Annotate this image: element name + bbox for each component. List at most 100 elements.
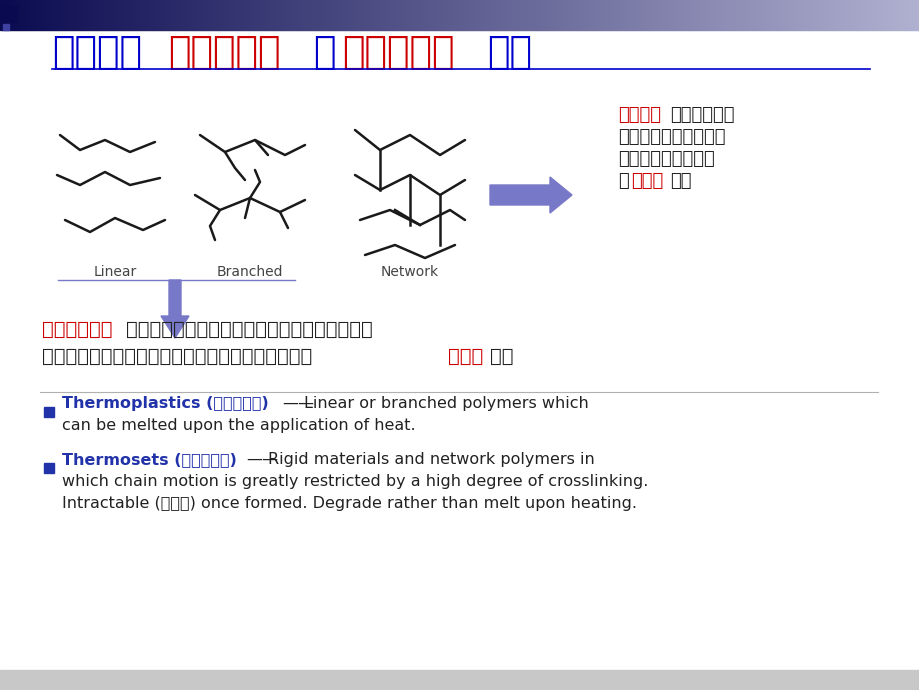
Bar — [9, 0, 10, 30]
Bar — [480, 0, 481, 30]
Bar — [827, 0, 828, 30]
Bar — [686, 0, 687, 30]
Bar — [823, 0, 824, 30]
Bar — [447, 0, 448, 30]
Bar — [79, 0, 80, 30]
Bar — [16, 0, 17, 30]
Bar — [41, 0, 42, 30]
Bar — [547, 0, 548, 30]
Bar — [285, 0, 286, 30]
Bar — [884, 0, 885, 30]
Bar — [309, 0, 310, 30]
Bar — [583, 0, 584, 30]
Bar — [588, 0, 589, 30]
Bar — [582, 0, 583, 30]
Bar — [551, 0, 552, 30]
Bar — [359, 0, 360, 30]
Bar — [560, 0, 561, 30]
Bar — [450, 0, 451, 30]
Bar — [283, 0, 284, 30]
Bar — [571, 0, 572, 30]
Bar — [854, 0, 855, 30]
Bar — [346, 0, 347, 30]
Bar — [59, 0, 60, 30]
Bar — [158, 0, 159, 30]
Bar — [278, 0, 279, 30]
Bar — [49, 0, 50, 30]
Bar — [269, 0, 271, 30]
Bar — [650, 0, 651, 30]
Bar — [579, 0, 581, 30]
Bar — [215, 0, 216, 30]
Bar — [750, 0, 751, 30]
Bar — [50, 0, 51, 30]
Bar — [411, 0, 412, 30]
Bar — [614, 0, 616, 30]
Bar — [0, 0, 1, 30]
Bar — [256, 0, 257, 30]
Bar — [874, 0, 875, 30]
Bar — [508, 0, 509, 30]
Bar — [493, 0, 494, 30]
Bar — [830, 0, 831, 30]
Text: 体型结构: 体型结构 — [618, 106, 660, 124]
Bar — [436, 0, 437, 30]
Bar — [855, 0, 857, 30]
Bar — [841, 0, 842, 30]
Bar — [129, 0, 130, 30]
Bar — [250, 0, 251, 30]
Bar — [226, 0, 227, 30]
Bar — [710, 0, 711, 30]
Bar — [468, 0, 469, 30]
Bar — [390, 0, 391, 30]
Bar — [521, 0, 522, 30]
Bar — [859, 0, 860, 30]
Bar — [254, 0, 255, 30]
Bar — [288, 0, 289, 30]
Bar — [497, 0, 498, 30]
Bar — [539, 0, 540, 30]
Text: ——: —— — [282, 396, 313, 411]
Bar — [55, 0, 56, 30]
Bar — [101, 0, 102, 30]
Bar — [336, 0, 337, 30]
Bar — [562, 0, 563, 30]
Bar — [282, 0, 283, 30]
Bar — [844, 0, 845, 30]
Bar — [510, 0, 512, 30]
Bar — [499, 0, 501, 30]
Bar — [524, 0, 525, 30]
Bar — [95, 0, 96, 30]
Bar — [811, 0, 812, 30]
Bar — [114, 0, 115, 30]
Bar — [398, 0, 399, 30]
Bar — [343, 0, 344, 30]
Bar — [268, 0, 269, 30]
Bar — [252, 0, 253, 30]
Bar — [895, 0, 896, 30]
Bar — [29, 0, 30, 30]
Text: 和: 和 — [312, 35, 335, 71]
Bar — [208, 0, 209, 30]
Bar — [883, 0, 884, 30]
Bar — [506, 0, 507, 30]
Bar — [905, 0, 906, 30]
Bar — [676, 0, 677, 30]
Bar — [760, 0, 761, 30]
Bar — [561, 0, 562, 30]
Bar — [785, 0, 786, 30]
Bar — [69, 0, 70, 30]
Bar — [428, 0, 429, 30]
Bar — [286, 0, 287, 30]
Bar — [757, 0, 758, 30]
Bar — [591, 0, 593, 30]
Bar — [863, 0, 864, 30]
Bar — [556, 0, 558, 30]
Bar — [11, 0, 12, 30]
Bar — [651, 0, 652, 30]
Bar — [552, 0, 553, 30]
Bar — [420, 0, 421, 30]
Bar — [152, 0, 153, 30]
Bar — [156, 0, 157, 30]
Bar — [570, 0, 571, 30]
